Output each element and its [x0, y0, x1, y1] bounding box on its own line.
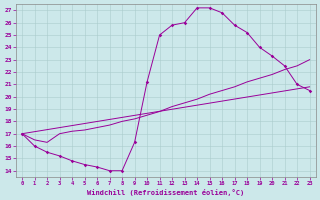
- X-axis label: Windchill (Refroidissement éolien,°C): Windchill (Refroidissement éolien,°C): [87, 189, 244, 196]
